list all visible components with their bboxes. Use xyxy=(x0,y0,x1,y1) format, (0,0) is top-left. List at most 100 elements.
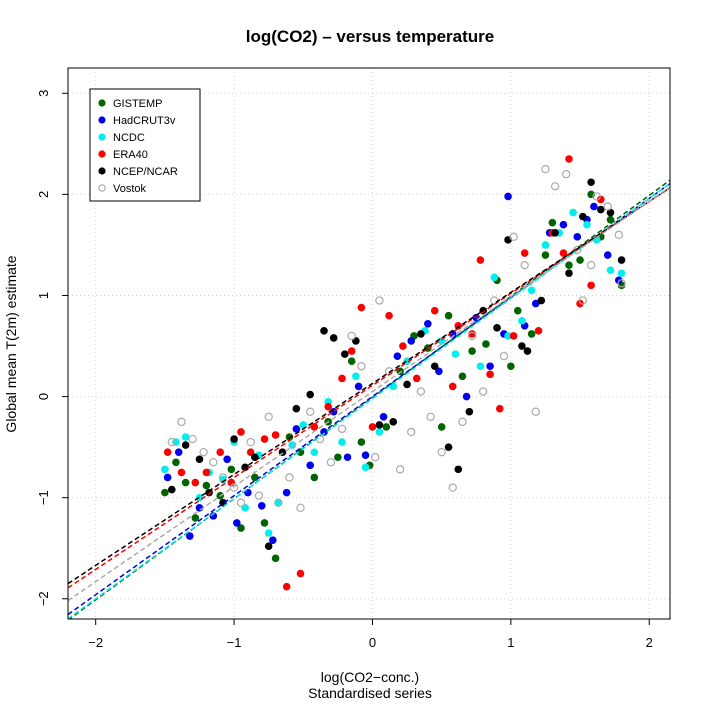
data-point xyxy=(424,319,432,328)
data-point xyxy=(531,299,540,308)
data-point xyxy=(597,205,605,214)
data-point xyxy=(527,286,536,295)
data-point xyxy=(352,372,360,381)
data-point xyxy=(199,447,208,457)
data-point xyxy=(246,437,255,447)
data-point xyxy=(368,423,377,431)
y-tick-label: 0 xyxy=(36,393,51,400)
data-point xyxy=(306,461,314,470)
data-point xyxy=(361,463,370,472)
data-point xyxy=(458,372,467,381)
data-point xyxy=(523,347,532,355)
data-point xyxy=(507,362,515,371)
data-point xyxy=(559,220,568,229)
data-point xyxy=(334,453,342,462)
data-point xyxy=(499,351,509,361)
series-ncep-ncar xyxy=(167,178,626,551)
series-hadcrut3v xyxy=(163,192,623,544)
regression-line xyxy=(68,179,670,619)
legend-label: NCEP/NCAR xyxy=(113,166,178,178)
data-point xyxy=(559,249,568,257)
data-point xyxy=(562,169,571,179)
data-point xyxy=(518,342,526,350)
data-point xyxy=(271,554,280,563)
data-point xyxy=(579,212,587,221)
data-point xyxy=(603,202,612,211)
series-gistemp xyxy=(161,190,626,563)
data-point xyxy=(379,412,388,421)
data-point xyxy=(583,220,591,229)
data-point xyxy=(264,412,273,421)
data-point xyxy=(246,448,255,456)
y-axis-label: Global mean T(2m) estimate xyxy=(3,255,19,432)
data-point xyxy=(551,228,559,237)
data-point xyxy=(541,164,550,174)
data-point xyxy=(285,473,294,482)
data-point xyxy=(389,418,398,426)
data-point xyxy=(444,443,453,451)
data-point xyxy=(177,468,186,477)
data-point xyxy=(191,514,200,522)
data-point xyxy=(241,503,249,512)
x-tick-label: 0 xyxy=(369,635,376,650)
data-point xyxy=(324,402,332,411)
data-point xyxy=(565,155,573,163)
data-point xyxy=(435,367,443,376)
data-point xyxy=(606,266,615,275)
data-point xyxy=(476,256,485,264)
data-point xyxy=(614,230,623,240)
data-point xyxy=(462,392,471,401)
y-tick-label: −1 xyxy=(36,490,51,505)
data-point xyxy=(296,569,305,578)
data-point xyxy=(569,208,577,217)
data-point xyxy=(352,337,360,345)
data-point xyxy=(617,269,626,278)
data-point xyxy=(209,458,218,467)
data-point xyxy=(310,473,319,482)
data-point xyxy=(292,425,301,433)
series-vostok xyxy=(167,164,626,512)
data-point xyxy=(565,261,573,269)
legend-marker xyxy=(98,99,106,107)
data-point xyxy=(437,447,446,457)
data-point xyxy=(230,435,238,443)
data-point xyxy=(486,370,494,379)
data-point xyxy=(174,448,183,456)
data-point xyxy=(260,435,269,443)
data-point xyxy=(486,362,494,371)
x-axis-sublabel: Standardised series xyxy=(308,685,432,701)
data-point xyxy=(320,327,328,335)
data-point xyxy=(347,347,356,355)
data-point xyxy=(520,260,529,270)
y-tick-label: 2 xyxy=(36,191,51,198)
data-point xyxy=(340,350,349,358)
data-point xyxy=(412,374,421,383)
data-point xyxy=(520,249,529,257)
data-point xyxy=(274,498,283,507)
data-point xyxy=(216,448,225,456)
data-point xyxy=(195,455,204,464)
data-point xyxy=(606,208,615,217)
data-point xyxy=(292,404,301,413)
data-point xyxy=(576,256,584,264)
data-point xyxy=(509,232,518,242)
data-point xyxy=(347,357,356,365)
data-point xyxy=(161,465,169,474)
data-point xyxy=(444,311,453,320)
data-point xyxy=(236,498,246,507)
data-point xyxy=(163,448,172,456)
data-point xyxy=(288,441,296,449)
data-point xyxy=(448,483,457,492)
data-point xyxy=(254,491,264,500)
data-point xyxy=(565,269,573,278)
data-point xyxy=(467,331,477,341)
y-tick-label: 3 xyxy=(36,90,51,97)
data-point xyxy=(531,407,540,416)
data-point xyxy=(478,387,488,396)
data-point xyxy=(382,423,391,431)
data-point xyxy=(430,362,439,371)
data-point xyxy=(264,529,273,537)
data-point xyxy=(223,455,231,464)
data-point xyxy=(586,260,596,270)
